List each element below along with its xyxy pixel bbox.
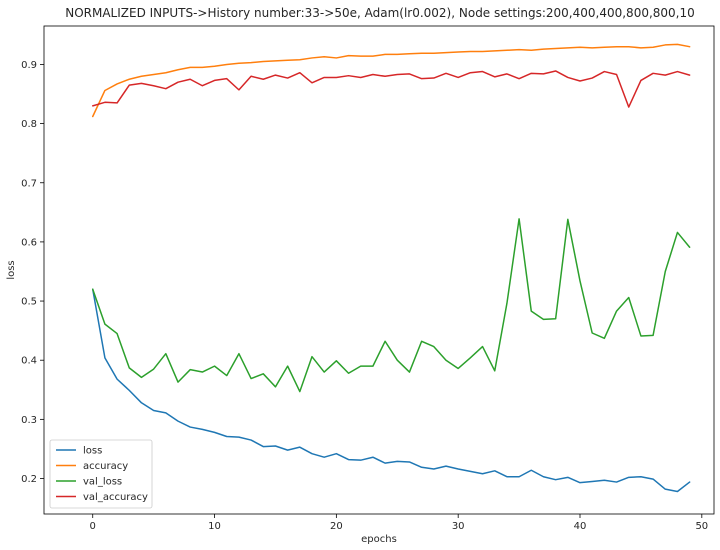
y-tick-label: 0.2 bbox=[21, 474, 37, 485]
y-tick-label: 0.6 bbox=[21, 237, 37, 248]
x-tick-label: 10 bbox=[208, 521, 221, 532]
x-tick-label: 50 bbox=[695, 521, 708, 532]
series-line-val-accuracy bbox=[91, 70, 691, 108]
plot-frame bbox=[43, 25, 715, 515]
legend-label: accuracy bbox=[83, 461, 128, 472]
chart-title: NORMALIZED INPUTS->History number:33->50… bbox=[65, 6, 695, 20]
x-axis-label: epochs bbox=[361, 534, 397, 545]
series-line-val-loss bbox=[91, 218, 691, 393]
y-tick-label: 0.3 bbox=[21, 415, 37, 426]
y-tick-label: 0.9 bbox=[21, 60, 37, 71]
legend-box bbox=[49, 439, 153, 509]
x-axis: 0 10 20 30 40 50 bbox=[90, 514, 708, 532]
series-line-accuracy bbox=[91, 43, 691, 118]
y-axis: 0.2 0.3 0.4 0.5 0.6 0.7 0.8 0.9 bbox=[21, 60, 44, 485]
series-line-loss bbox=[91, 288, 691, 493]
x-tick-label: 20 bbox=[330, 521, 343, 532]
plot-area bbox=[43, 25, 715, 515]
x-tick-label: 40 bbox=[574, 521, 587, 532]
y-axis-label: loss bbox=[6, 260, 17, 279]
y-tick-label: 0.5 bbox=[21, 297, 37, 308]
y-tick-label: 0.8 bbox=[21, 119, 37, 130]
x-tick-label: 0 bbox=[90, 521, 96, 532]
x-tick-label: 30 bbox=[452, 521, 465, 532]
legend-label: loss bbox=[83, 446, 102, 457]
legend: loss accuracy val_loss val_accuracy bbox=[49, 439, 153, 509]
series-group bbox=[91, 43, 691, 493]
y-tick-label: 0.7 bbox=[21, 178, 37, 189]
plot-background bbox=[44, 26, 714, 514]
y-tick-label: 0.4 bbox=[21, 356, 37, 367]
legend-label: val_loss bbox=[83, 477, 122, 488]
legend-label: val_accuracy bbox=[83, 492, 148, 503]
